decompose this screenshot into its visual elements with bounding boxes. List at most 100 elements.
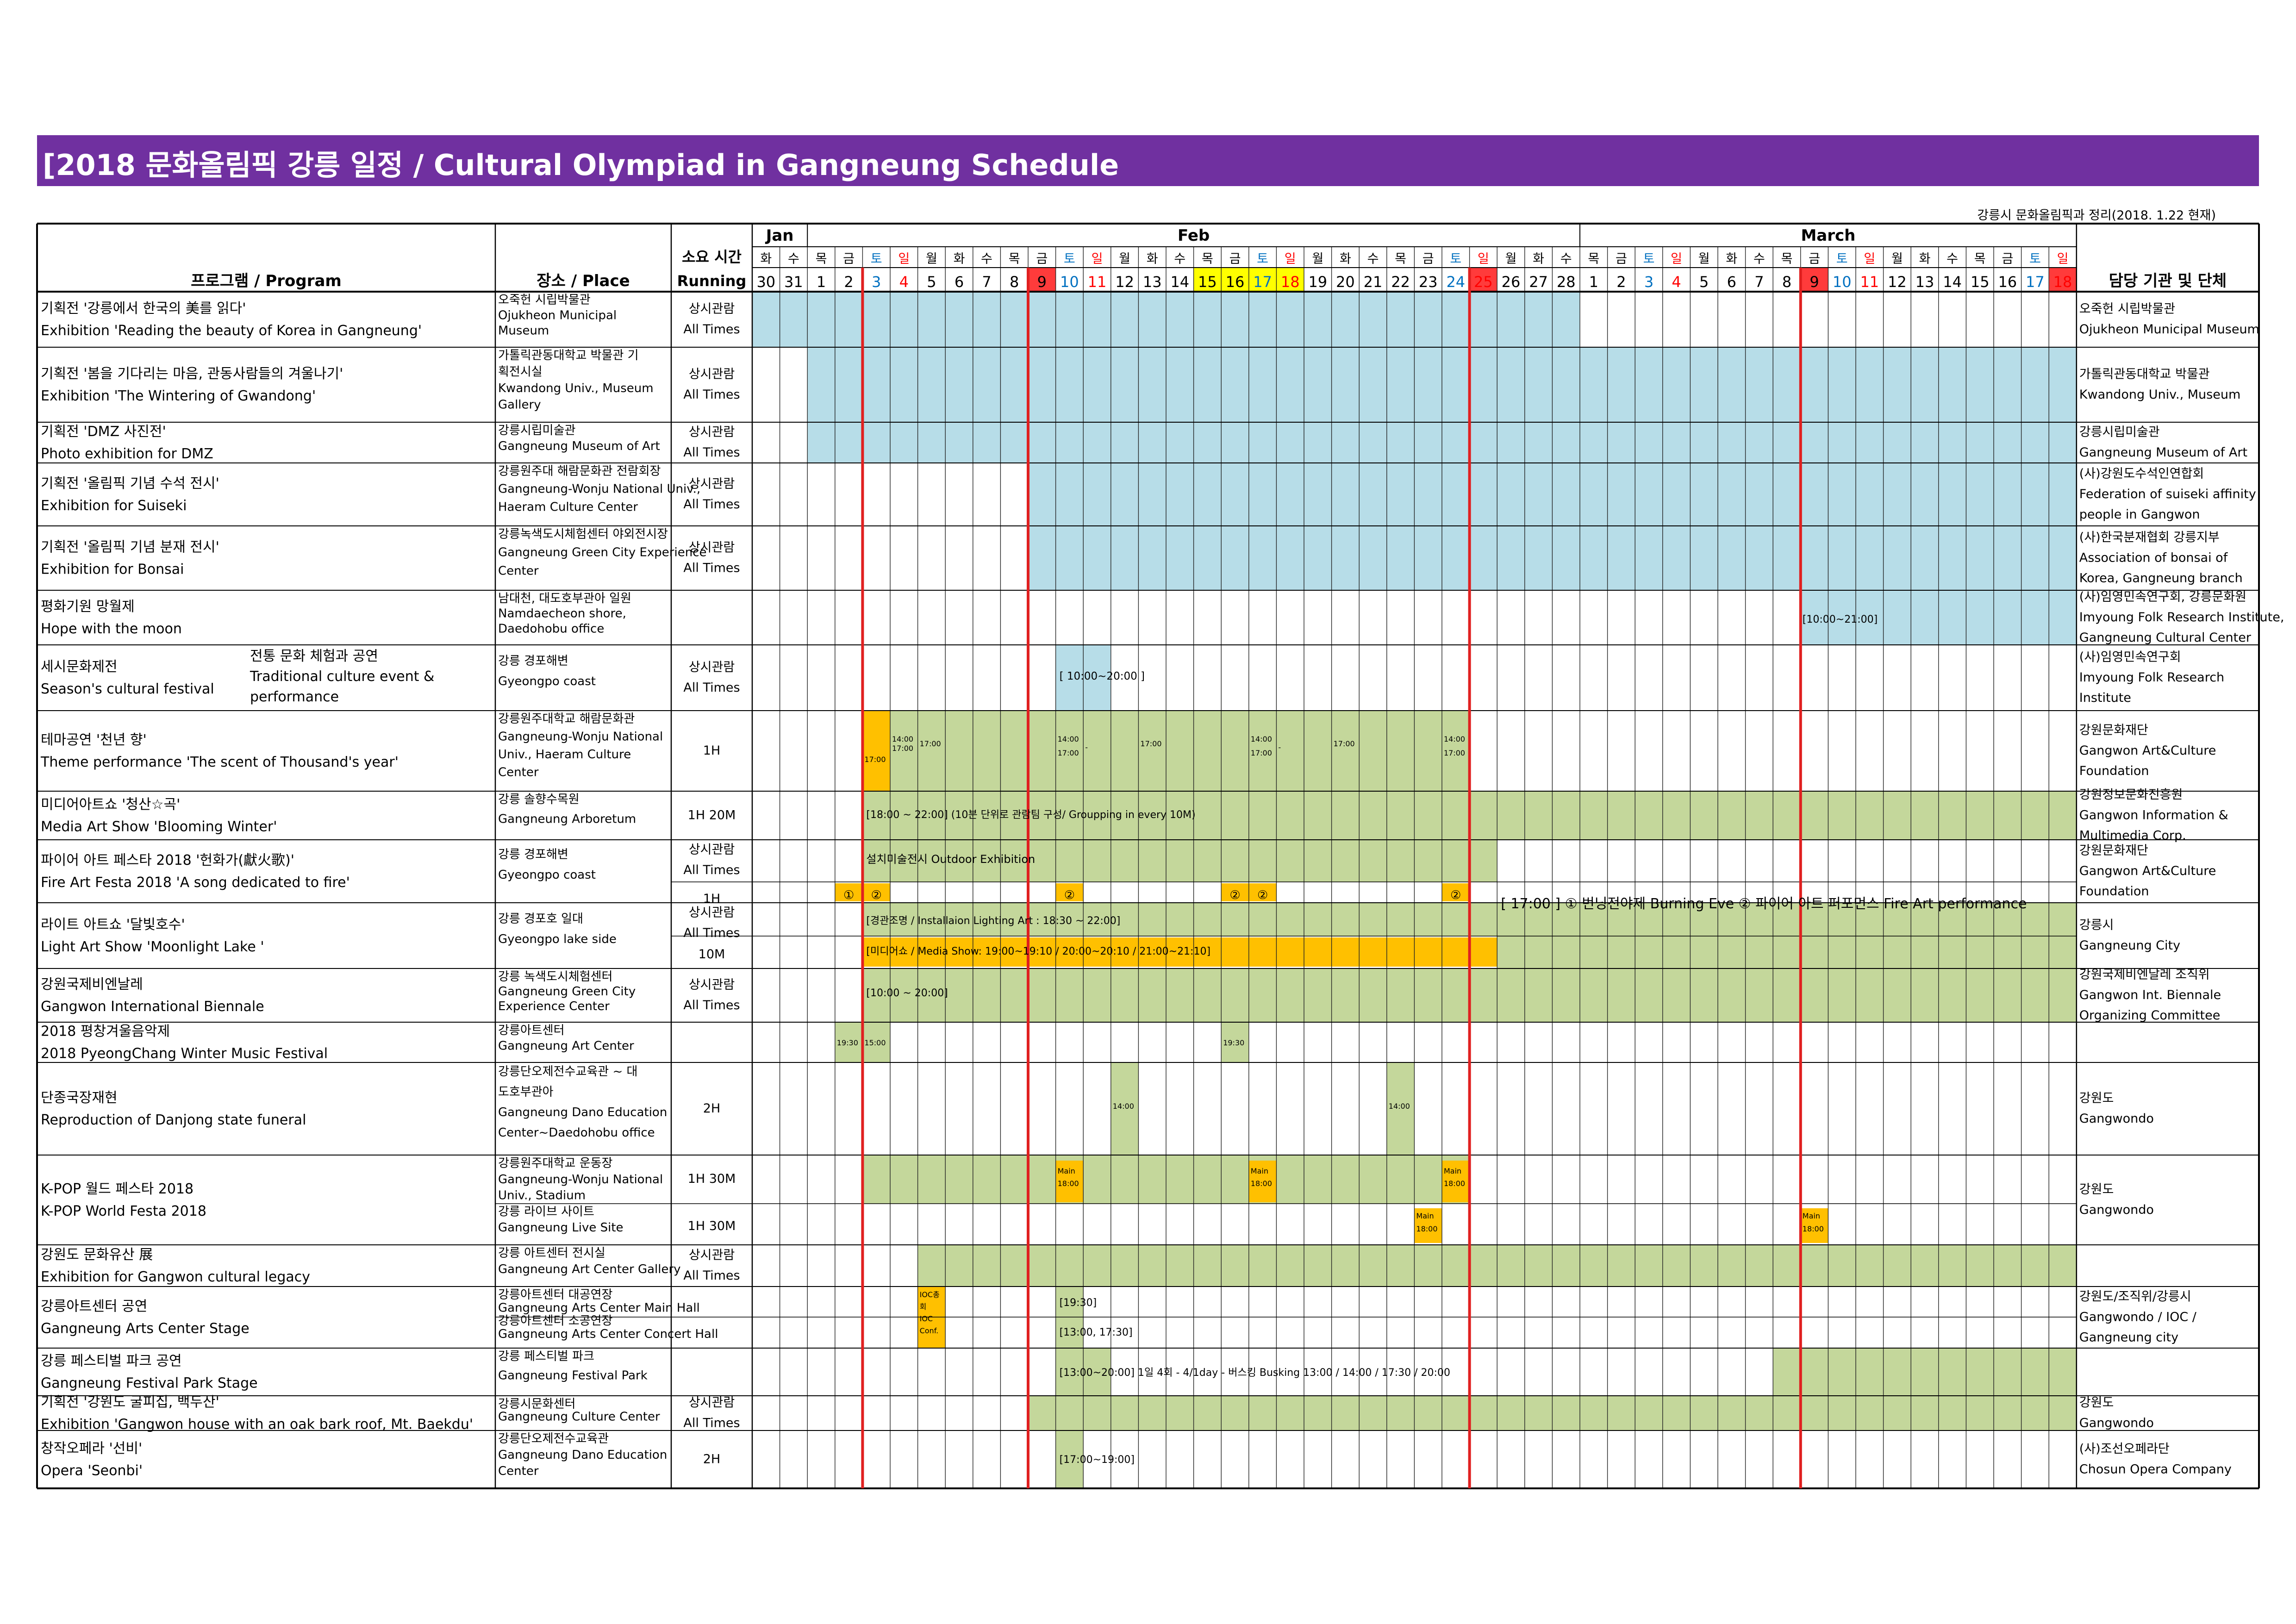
weekday-label: 수 (1560, 252, 1572, 266)
schedule-bar (1773, 1348, 2077, 1396)
schedule-bar (1386, 1062, 1415, 1155)
time-label: 17:00 (1140, 739, 1161, 748)
running-time: 2H (703, 1101, 720, 1116)
running-time: 상시관람 (689, 1396, 735, 1410)
month-label: Jan (765, 226, 794, 245)
marker-cell (1800, 1208, 1828, 1243)
organizer-name: Institute (2079, 691, 2131, 705)
marker-cell (1248, 1161, 1277, 1202)
organizer-name: Association of bonsai of (2079, 551, 2228, 565)
running-time: 1H (703, 743, 720, 758)
place-name: 강릉아트센터 대공연장 (498, 1288, 612, 1302)
place-name: Gangneung Art Center Gallery (498, 1262, 681, 1276)
place-name: Gangneung Culture Center (498, 1410, 660, 1424)
ioc-label: 회 (920, 1302, 927, 1311)
organizer-name: Gangneung City (2079, 938, 2180, 953)
organizer-name: 강릉시 (2079, 918, 2114, 932)
time-label: Main (1416, 1212, 1434, 1220)
place-name: Gangneung Art Center (498, 1039, 634, 1053)
weekday-label: 수 (788, 252, 799, 266)
place-name: Center~Daedohobu office (498, 1126, 655, 1140)
date-label: 13 (1915, 273, 1934, 291)
time-label: 19:30 (837, 1038, 858, 1047)
time-label: - (1085, 743, 1088, 752)
place-name: Center (498, 564, 539, 578)
place-name: Haeram Culture Center (498, 500, 638, 514)
program-name: Gangneung Arts Center Stage (41, 1321, 250, 1337)
time-label: 18:00 (1444, 1179, 1465, 1188)
program-detail: Traditional culture event & (250, 668, 434, 685)
place-name: 강릉 경포해변 (498, 654, 568, 668)
running-time: 1H (703, 892, 720, 906)
running-time: All Times (683, 1416, 740, 1430)
organizer-name: Gangwondo / IOC / (2079, 1310, 2197, 1324)
weekday-label: 월 (1891, 252, 1903, 266)
organizer-name: Foundation (2079, 884, 2149, 899)
date-label: 15 (1198, 273, 1217, 291)
marker-symbol: ② (1450, 888, 1461, 902)
time-label: 18:00 (1058, 1179, 1079, 1188)
schedule-bar (1497, 936, 2077, 968)
place-name: 강릉단오제전수교육관 ~ 대 (498, 1065, 637, 1079)
program-name: Gangwon International Biennale (41, 999, 264, 1015)
organizer-name: Chosun Opera Company (2079, 1462, 2232, 1477)
place-name: 강릉아트센터 (498, 1024, 565, 1037)
organizer-name: (사)강원도수석인연합회 (2079, 467, 2204, 481)
organizer-name: Gangwondo (2079, 1112, 2154, 1126)
place-name: 강릉 경포호 일대 (498, 912, 583, 926)
weekday-label: 월 (1312, 252, 1323, 266)
time-label: 18:00 (1803, 1224, 1824, 1233)
date-label: 11 (1860, 273, 1879, 291)
schedule-note: [ 17:00 ] ① 번닝전야제 Burning Eve ② 파이어 아트 퍼… (1501, 896, 2027, 912)
place-name: 가톨릭관동대학교 박물관 기 (498, 349, 639, 362)
place-name: 남대천, 대도호부관아 일원 (498, 592, 631, 606)
organizer-name: Korea, Gangneung branch (2079, 571, 2243, 586)
place-name: Univ., Haeram Culture (498, 748, 631, 762)
weekday-label: 목 (1974, 252, 1986, 266)
weekday-label: 일 (1671, 252, 1682, 266)
date-label: 9 (1809, 273, 1819, 291)
weekday-label: 토 (871, 252, 882, 266)
organizer-name: (사)임영민속연구회, 강릉문화원 (2079, 590, 2246, 604)
time-label: 18:00 (1416, 1224, 1437, 1233)
organizer-name: Gangwon Information & (2079, 808, 2228, 823)
organizer-name: Gangneung city (2079, 1330, 2178, 1345)
schedule-bar (1055, 1287, 1084, 1317)
time-label: 17:00 (864, 755, 886, 764)
source-note: 강릉시 문화올림픽과 정리(2018. 1.22 현재) (1977, 208, 2216, 223)
place-name: 강릉원주대 해람문화관 전람회장 (498, 464, 661, 478)
date-label: 19 (1308, 273, 1327, 291)
running-time: 상시관람 (689, 906, 735, 920)
organizer-name: 강원문화재단 (2079, 843, 2148, 858)
program-name: 기획전 '봄을 기다리는 마음, 관동사람들의 겨울나기' (41, 366, 343, 382)
schedule-note: [18:00 ~ 22:00] (10분 단위로 관람팀 구성/ Grouppi… (866, 809, 1195, 821)
header-running-en: Running (677, 272, 747, 290)
running-time: 상시관람 (689, 367, 735, 381)
organizer-name: (사)조선오페라단 (2079, 1442, 2170, 1456)
date-label: 10 (1833, 273, 1852, 291)
schedule-bar (862, 882, 1497, 903)
time-label: Main (1803, 1212, 1820, 1220)
ioc-label: IOC총 (920, 1290, 940, 1299)
date-label: 6 (955, 273, 964, 291)
weekday-label: 토 (1643, 252, 1655, 266)
program-name: Exhibition 'Gangwon house with an oak ba… (41, 1417, 473, 1433)
organizer-name: 가톨릭관동대학교 박물관 (2079, 367, 2210, 381)
weekday-label: 월 (1698, 252, 1710, 266)
weekday-label: 일 (2057, 252, 2069, 266)
schedule-bar (862, 840, 1497, 882)
weekday-label: 금 (1809, 252, 1820, 266)
date-label: 3 (1644, 273, 1653, 291)
weekday-label: 일 (898, 252, 910, 266)
running-time: All Times (683, 497, 740, 512)
date-label: 1 (1589, 273, 1598, 291)
program-detail: performance (250, 689, 339, 705)
date-label: 8 (1782, 273, 1791, 291)
organizer-name: Federation of suiseki affinity (2079, 487, 2256, 501)
date-label: 20 (1336, 273, 1355, 291)
holiday-cell (1276, 268, 1304, 292)
schedule-note: [19:30] (1060, 1297, 1097, 1309)
place-name: Daedohobu office (498, 622, 604, 636)
time-label: 17:00 (1058, 749, 1079, 757)
program-name: Opera 'Seonbi' (41, 1463, 143, 1479)
